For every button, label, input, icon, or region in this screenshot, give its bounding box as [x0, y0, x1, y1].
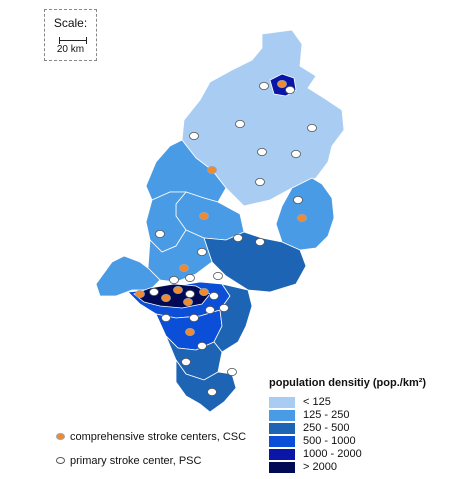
- psc-site-marker: [257, 147, 267, 156]
- psc-site-marker: [161, 313, 171, 322]
- scale-box: Scale: 20 km: [44, 9, 97, 61]
- psc-site-marker: [285, 86, 295, 95]
- legend-swatch: [269, 423, 295, 434]
- scale-bar: [59, 37, 87, 44]
- legend-label: 250 - 500: [303, 422, 350, 434]
- csc-site-marker: [199, 211, 209, 220]
- legend-swatch: [269, 410, 295, 421]
- csc-site-marker: [135, 289, 145, 298]
- csc-site-marker: [173, 285, 183, 294]
- csc-site-marker: [183, 297, 193, 306]
- psc-site-marker: [213, 271, 223, 280]
- legend-swatch: [269, 449, 295, 460]
- legend-title: population densitiy (pop./km²): [269, 377, 427, 389]
- psc-site-marker: [197, 247, 207, 256]
- orange-dot-icon: [56, 433, 65, 440]
- psc-site-marker: [189, 313, 199, 322]
- psc-site-marker: [207, 387, 217, 396]
- psc-site-marker: [205, 305, 215, 314]
- scale-distance: 20 km: [56, 44, 85, 55]
- psc-site-marker: [219, 303, 229, 312]
- legend-label: < 125: [303, 396, 331, 408]
- psc-site-marker: [197, 341, 207, 350]
- psc-site-marker: [181, 357, 191, 366]
- psc-site-marker: [189, 131, 199, 140]
- psc-site-marker: [227, 367, 237, 376]
- psc-site-marker: [185, 273, 195, 282]
- psc-site-marker: [149, 287, 159, 296]
- csc-legend-label: comprehensive stroke centers, CSC: [70, 431, 247, 443]
- region-central-south: [203, 231, 307, 293]
- csc-site-marker: [161, 293, 171, 302]
- psc-site-marker: [307, 124, 317, 133]
- legend-label: 1000 - 2000: [303, 448, 362, 460]
- scale-title: Scale:: [53, 16, 88, 30]
- psc-legend-label: primary stroke center, PSC: [70, 455, 202, 467]
- psc-site-marker: [259, 82, 269, 91]
- csc-site-marker: [185, 327, 195, 336]
- csc-site-marker: [207, 165, 217, 174]
- psc-site-marker: [235, 120, 245, 129]
- psc-site-marker: [209, 291, 219, 300]
- region-north-large: [181, 29, 345, 207]
- psc-site-marker: [155, 229, 165, 238]
- legend-swatch: [269, 397, 295, 408]
- psc-site-marker: [233, 233, 243, 242]
- legend-label: 125 - 250: [303, 409, 350, 421]
- legend-swatch: [269, 462, 295, 473]
- psc-site-marker: [293, 195, 303, 204]
- csc-site-marker: [199, 287, 209, 296]
- psc-site-marker: [185, 289, 195, 298]
- psc-site-marker: [255, 177, 265, 186]
- legend-swatch: [269, 436, 295, 447]
- psc-site-marker: [169, 275, 179, 284]
- csc-site-marker: [297, 213, 307, 222]
- legend-label: 500 - 1000: [303, 435, 356, 447]
- region-south-3: [175, 358, 237, 413]
- csc-site-marker: [277, 80, 287, 89]
- psc-site-marker: [255, 237, 265, 246]
- csc-site-marker: [179, 263, 189, 272]
- psc-site-marker: [291, 149, 301, 158]
- legend-label: > 2000: [303, 461, 337, 473]
- white-dot-icon: [56, 457, 65, 464]
- region-east: [275, 177, 335, 251]
